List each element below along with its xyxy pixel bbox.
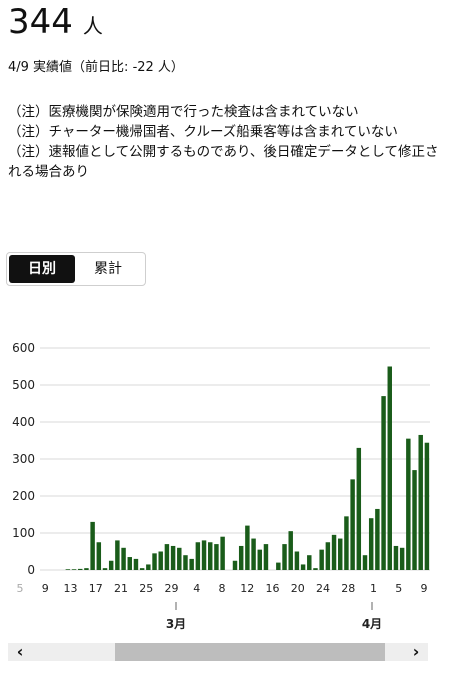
bar <box>424 442 430 570</box>
x-tick-label: 16 <box>266 582 280 595</box>
total-count: 344 人 <box>8 2 103 46</box>
y-tick-label: 400 <box>12 415 35 429</box>
bar <box>338 538 343 570</box>
bar <box>344 516 349 570</box>
y-tick-label: 500 <box>12 378 35 392</box>
bar <box>177 547 182 570</box>
total-count-value: 344 <box>8 2 73 42</box>
bar <box>282 544 287 570</box>
daily-bar-chart: 0 100 200 300 400 500 600 5 9 13 17 21 25 29 4 8 12 16 20 2… <box>12 341 430 631</box>
bar <box>71 569 77 570</box>
bar <box>195 542 201 570</box>
bar <box>288 531 293 570</box>
y-tick-label: 200 <box>12 489 35 503</box>
bar <box>152 553 157 570</box>
x-tick-label: 8 <box>219 582 226 595</box>
bar <box>418 434 423 570</box>
x-tick-label: 25 <box>139 582 153 595</box>
bar <box>387 366 392 570</box>
bar <box>331 534 337 570</box>
bar <box>139 568 145 570</box>
bar <box>214 544 219 570</box>
y-tick-label: 0 <box>27 563 35 577</box>
x-tick-label: 21 <box>114 582 128 595</box>
scroll-left-button[interactable]: ‹ <box>16 642 24 661</box>
bar <box>189 558 194 570</box>
x-tick-label: 1 <box>370 582 377 595</box>
bar <box>170 545 176 570</box>
x-tick-label: 4 <box>193 582 200 595</box>
bar <box>245 525 250 570</box>
bar <box>263 544 269 570</box>
bar <box>108 560 114 570</box>
bar <box>381 396 386 570</box>
bar <box>232 560 238 570</box>
bar <box>368 518 374 570</box>
notes-block: （注）医療機関が保険適用で行った検査は含まれていない （注）チャーター機帰国者、… <box>8 102 442 182</box>
bar <box>164 544 170 570</box>
bar <box>146 564 151 570</box>
x-tick-label: 5 <box>17 582 24 595</box>
bar <box>399 547 405 570</box>
bar <box>362 555 368 570</box>
x-tick-label: 24 <box>316 582 330 595</box>
scroll-right-button[interactable]: › <box>412 642 420 661</box>
horizontal-scrollbar[interactable]: ‹ › <box>8 643 428 661</box>
bar <box>300 564 306 570</box>
x-tick-label: 13 <box>64 582 78 595</box>
bar <box>65 569 71 570</box>
y-tick-label: 300 <box>12 452 35 466</box>
bar <box>307 555 312 570</box>
bar <box>96 542 102 570</box>
bar <box>375 508 380 570</box>
x-tick-label: 17 <box>89 582 103 595</box>
x-tick-label: 28 <box>341 582 355 595</box>
x-tick-label: 12 <box>240 582 254 595</box>
bar <box>208 542 213 570</box>
bar <box>319 549 324 570</box>
x-tick-label: 9 <box>42 582 49 595</box>
bar <box>183 555 188 570</box>
bar <box>412 470 417 570</box>
bar <box>350 479 355 570</box>
bar <box>325 542 331 570</box>
tab-daily[interactable]: 日別 <box>9 255 75 283</box>
date-subtitle: 4/9 実績値（前日比: -22 人） <box>8 60 184 75</box>
bar <box>84 568 89 570</box>
bar <box>251 538 256 570</box>
y-tick-label: 600 <box>12 341 35 355</box>
x-tick-label: 5 <box>395 582 402 595</box>
bar <box>127 557 132 570</box>
x-tick-label: 20 <box>291 582 305 595</box>
note-2: （注）チャーター機帰国者、クルーズ船乗客等は含まれていない <box>8 124 398 140</box>
note-3: （注）速報値として公開するものであり、後日確定データとして修正される場合あり <box>8 144 439 180</box>
bar <box>294 551 300 570</box>
note-1: （注）医療機関が保険適用で行った検査は含まれていない <box>8 104 359 120</box>
bar <box>102 568 108 570</box>
bar <box>121 547 126 570</box>
total-count-unit: 人 <box>82 14 103 38</box>
scroll-thumb[interactable] <box>115 643 385 661</box>
bar <box>220 536 225 570</box>
bar <box>115 540 120 570</box>
bar <box>201 540 207 570</box>
bar <box>90 521 95 570</box>
bar <box>356 447 362 570</box>
bar <box>257 549 262 570</box>
y-tick-label: 100 <box>12 526 35 540</box>
x-tick-label: 9 <box>421 582 428 595</box>
month-label: 3月 <box>166 617 186 631</box>
view-tabs: 日別 累計 <box>6 252 146 286</box>
bar <box>133 558 139 570</box>
bar <box>313 568 318 570</box>
bar <box>158 551 163 570</box>
bar <box>78 568 83 570</box>
bar <box>393 545 399 570</box>
bar <box>276 562 281 570</box>
tab-cumulative[interactable]: 累計 <box>94 261 122 277</box>
month-label: 4月 <box>362 617 382 631</box>
bar <box>406 438 411 570</box>
x-tick-label: 29 <box>165 582 179 595</box>
bar <box>238 545 244 570</box>
